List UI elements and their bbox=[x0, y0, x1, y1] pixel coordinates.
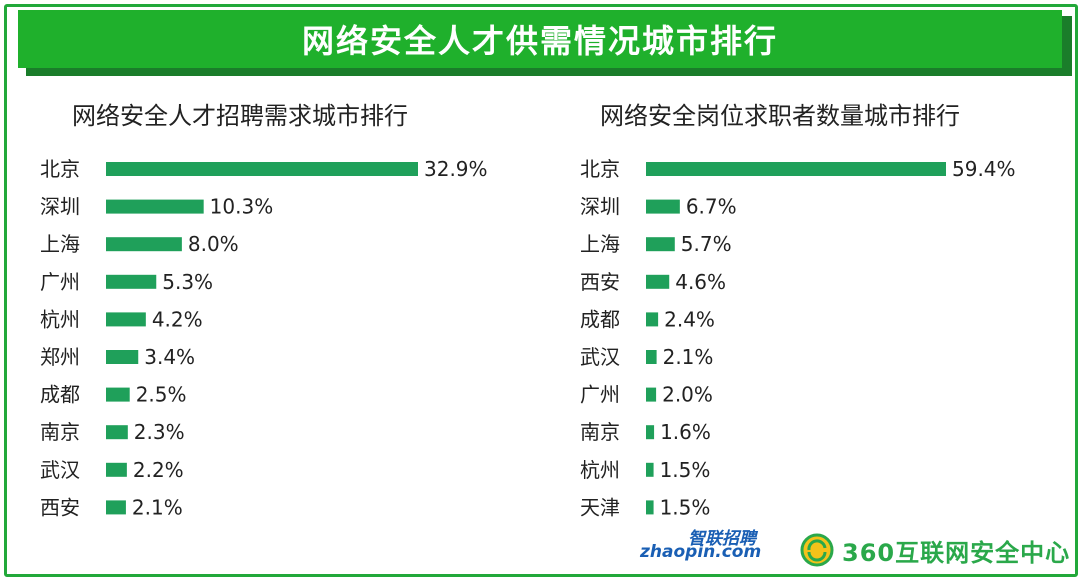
right-bar bbox=[646, 425, 655, 440]
left-value-label: 2.1% bbox=[132, 495, 183, 519]
left-bar bbox=[106, 199, 204, 214]
right-value-label: 6.7% bbox=[686, 195, 737, 219]
right-bar bbox=[646, 162, 946, 176]
right-bar bbox=[646, 462, 654, 477]
right-value-label: 1.5% bbox=[660, 495, 711, 519]
right-bar bbox=[646, 350, 657, 364]
left-bar bbox=[106, 312, 146, 327]
left-value-label: 10.3% bbox=[210, 195, 274, 219]
banner: 网络安全人才供需情况城市排行 bbox=[18, 10, 1062, 68]
left-category-label: 南京 bbox=[40, 420, 80, 444]
right-category-label: 武汉 bbox=[580, 345, 620, 369]
zhaopin-logo-cn: 智联招聘 bbox=[688, 529, 756, 549]
right-value-label: 2.1% bbox=[663, 345, 714, 369]
left-value-label: 4.2% bbox=[152, 307, 203, 331]
right-bar bbox=[646, 387, 657, 402]
left-value-label: 2.5% bbox=[136, 383, 187, 407]
right-value-label: 2.0% bbox=[662, 383, 713, 407]
right-value-label: 1.6% bbox=[660, 420, 711, 444]
left-bar bbox=[106, 162, 418, 176]
left-bar bbox=[106, 237, 182, 252]
left-chart-title: 网络安全人才招聘需求城市排行 bbox=[72, 102, 408, 130]
left-bar bbox=[106, 274, 157, 289]
right-bar bbox=[646, 274, 670, 289]
right-bar bbox=[646, 312, 659, 327]
right-value-label: 4.6% bbox=[675, 270, 726, 294]
left-category-label: 深圳 bbox=[40, 195, 80, 219]
right-bar bbox=[646, 500, 654, 515]
left-category-label: 郑州 bbox=[40, 345, 80, 369]
right-category-label: 深圳 bbox=[580, 195, 620, 219]
right-value-label: 5.7% bbox=[681, 232, 732, 256]
right-chart-title: 网络安全岗位求职者数量城市排行 bbox=[600, 102, 960, 130]
right-category-label: 成都 bbox=[580, 307, 620, 331]
left-value-label: 3.4% bbox=[144, 345, 195, 369]
right-value-label: 1.5% bbox=[660, 458, 711, 482]
right-bar bbox=[646, 199, 680, 214]
left-bar bbox=[106, 425, 128, 440]
qihoo-360-logo: 360互联网安全中心 bbox=[800, 532, 1070, 568]
zhaopin-logo: 智联招聘 zhaopin.com bbox=[640, 522, 770, 568]
chart-frame bbox=[4, 4, 1078, 577]
right-category-label: 天津 bbox=[580, 495, 620, 519]
qihoo-360-icon bbox=[800, 533, 834, 567]
left-category-label: 广州 bbox=[40, 270, 80, 294]
left-value-label: 2.2% bbox=[133, 458, 184, 482]
right-value-label: 59.4% bbox=[952, 157, 1016, 181]
left-value-label: 8.0% bbox=[188, 232, 239, 256]
right-bar bbox=[646, 237, 675, 252]
right-category-label: 西安 bbox=[580, 270, 620, 294]
left-value-label: 32.9% bbox=[424, 157, 488, 181]
qihoo-360-text: 360互联网安全中心 bbox=[842, 538, 1071, 567]
right-bar-chart: 北京 59.4% 深圳 6.7% 上海 5.7% 西安 4.6% 成都 2.4% 武汉 2.1% 广州 2… bbox=[580, 157, 1016, 519]
left-category-label: 成都 bbox=[40, 383, 80, 407]
right-category-label: 北京 bbox=[580, 157, 620, 181]
left-bar bbox=[106, 462, 127, 477]
left-value-label: 5.3% bbox=[162, 270, 213, 294]
right-value-label: 2.4% bbox=[664, 307, 715, 331]
left-category-label: 杭州 bbox=[40, 307, 80, 331]
right-category-label: 广州 bbox=[580, 383, 620, 407]
left-bar bbox=[106, 350, 139, 364]
left-bar bbox=[106, 500, 126, 515]
right-category-label: 杭州 bbox=[580, 458, 620, 482]
right-category-label: 南京 bbox=[580, 420, 620, 444]
right-category-label: 上海 bbox=[580, 232, 620, 256]
left-category-label: 上海 bbox=[40, 232, 80, 256]
zhaopin-logo-url: zhaopin.com bbox=[640, 542, 762, 562]
left-category-label: 武汉 bbox=[40, 458, 80, 482]
left-value-label: 2.3% bbox=[134, 420, 185, 444]
left-category-label: 北京 bbox=[40, 157, 80, 181]
banner-title: 网络安全人才供需情况城市排行 bbox=[301, 22, 778, 60]
left-bar-chart: 北京 32.9% 深圳 10.3% 上海 8.0% 广州 5.3% 杭州 4.2% 郑州 3.4% 成都… bbox=[40, 157, 488, 519]
left-category-label: 西安 bbox=[40, 495, 80, 519]
left-bar bbox=[106, 387, 130, 402]
